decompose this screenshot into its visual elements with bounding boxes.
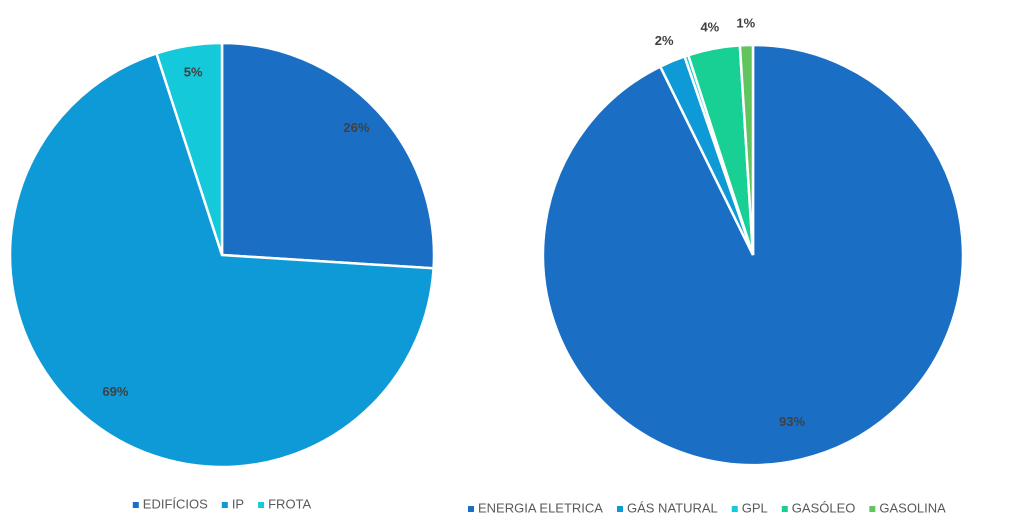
legend-swatch: [869, 506, 876, 512]
pie-slice: [220, 41, 436, 270]
legend-swatch: [258, 502, 265, 508]
legend-label: GASÓLEO: [792, 500, 856, 515]
legend-label: EDIFÍCIOS: [143, 496, 208, 511]
legend-swatch: [468, 506, 474, 512]
data-label: 69%: [102, 384, 128, 399]
data-label: 1%: [736, 16, 755, 31]
legend-swatch: [616, 506, 623, 512]
legend-swatch: [781, 506, 788, 512]
data-label: 4%: [700, 20, 719, 35]
legend-label: ENERGIA ELETRICA: [478, 500, 603, 515]
pie-slice: [8, 51, 435, 469]
legend-label: GÁS NATURAL: [627, 500, 718, 515]
legend-swatch: [221, 502, 228, 508]
legend-label: GASOLINA: [879, 500, 946, 515]
pie-slice: [154, 41, 224, 256]
data-label: 2%: [655, 33, 674, 48]
data-label: 26%: [343, 120, 369, 135]
legend-label: GPL: [742, 500, 768, 515]
data-label: 93%: [779, 414, 805, 429]
data-label: 5%: [184, 64, 203, 79]
legend-label: IP: [232, 496, 244, 511]
pie-slice: [738, 43, 755, 256]
legend-label: FROTA: [268, 496, 311, 511]
legend-swatch: [132, 502, 139, 508]
legend-swatch: [731, 506, 738, 512]
